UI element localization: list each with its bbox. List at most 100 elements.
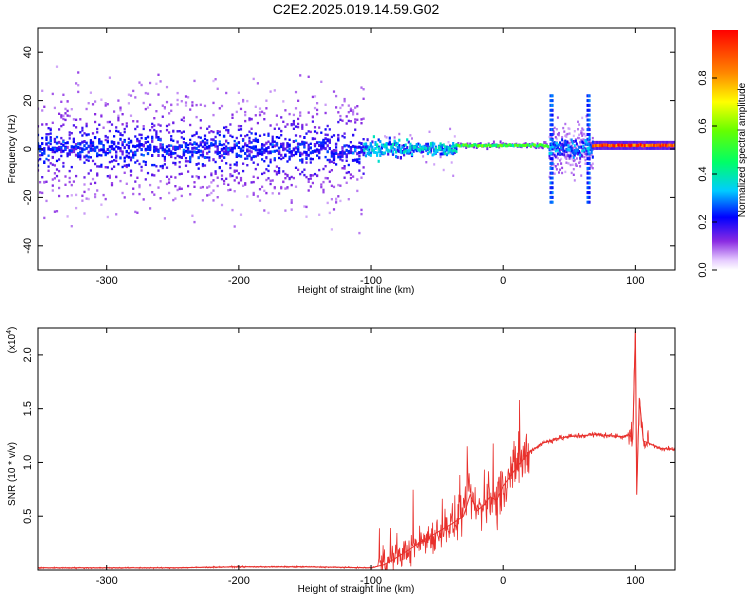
spectrogram-cell: [582, 132, 585, 136]
spectrogram-cell: [197, 150, 200, 154]
spectrogram-cell: [157, 154, 160, 157]
spectrogram-cell: [178, 161, 181, 164]
spectrogram-cell: [339, 114, 342, 118]
spectrogram-cell: [256, 121, 259, 125]
spectrogram-cell: [237, 128, 240, 131]
spectrogram-cell: [581, 148, 584, 151]
spectrogram-cell: [182, 148, 185, 152]
spectrogram-cell: [144, 178, 147, 181]
spectrogram-cell: [371, 145, 374, 149]
spectrogram-cell: [106, 136, 109, 139]
spectrogram-cell: [550, 94, 553, 98]
spectrogram-cell: [38, 144, 42, 148]
spectrogram-cell: [328, 160, 331, 164]
spectrogram-cell: [398, 144, 401, 147]
spectrogram-cell: [566, 132, 569, 136]
spectrogram-cell: [155, 136, 158, 139]
spectrogram-cell: [229, 166, 232, 170]
spectrogram-cell: [273, 140, 276, 143]
spectrogram-cell: [70, 149, 73, 153]
spectrogram-cell: [81, 150, 84, 154]
spectrogram-cell: [55, 135, 59, 139]
spectrogram-cell: [324, 176, 327, 180]
spectrogram-cell: [414, 147, 417, 151]
spectrogram-cell: [301, 140, 304, 144]
spectrogram-cell: [553, 148, 556, 151]
spectrogram-cell: [136, 137, 139, 141]
spectrogram-cell: [320, 146, 323, 150]
spectrogram-cell: [526, 145, 528, 149]
spectrogram-cell: [184, 157, 188, 160]
spectrogram-cell: [203, 141, 207, 144]
spectrogram-cell: [233, 179, 236, 182]
spectrogram-cell: [550, 99, 553, 103]
spectrogram-cell: [146, 92, 150, 95]
spectrogram-cell: [627, 143, 630, 147]
spectrogram-cell: [89, 148, 93, 152]
spectrogram-cell: [288, 155, 291, 159]
spectrogram-cell: [667, 143, 670, 147]
spectrogram-cell: [662, 143, 665, 147]
spectrogram-cell: [330, 160, 333, 163]
spectrogram-cell: [564, 170, 567, 174]
spectrogram-cell: [98, 123, 101, 126]
spectrogram-cell: [102, 146, 105, 149]
spectrogram-cell: [77, 90, 80, 94]
spectrogram-cell: [481, 144, 483, 148]
spectrogram-cell: [153, 163, 156, 167]
spectrogram-cell: [100, 203, 103, 206]
spectrogram-cell: [570, 171, 573, 175]
spectrogram-cell: [411, 137, 413, 140]
spectrogram-cell: [271, 143, 274, 146]
spectrogram-cell: [313, 143, 317, 146]
spectrogram-cell: [280, 142, 283, 146]
spectrogram-cell: [466, 144, 469, 148]
spectrogram-cell: [439, 145, 442, 148]
spectrogram-cell: [403, 144, 406, 148]
spectrogram-cell: [318, 213, 321, 216]
spectrogram-cell: [621, 143, 624, 147]
spectrogram-cell: [68, 180, 71, 184]
spectrogram-cell: [246, 195, 249, 198]
spectrogram-cell: [403, 153, 406, 157]
spectrogram-cell: [583, 148, 586, 152]
spectrogram-cell: [201, 153, 204, 156]
spectrogram-cell: [371, 148, 374, 152]
spectrogram-cell: [286, 174, 289, 178]
spectrogram-cell: [591, 155, 594, 159]
spectrogram-cell: [335, 94, 338, 98]
spectrogram-cell: [574, 149, 577, 153]
spectrogram-cell: [96, 152, 99, 156]
spectrogram-cell: [49, 128, 52, 132]
spectrogram-cell: [417, 142, 420, 146]
spectrogram-cell: [55, 141, 59, 145]
spectrogram-cell: [447, 151, 450, 155]
snr-x-label: Height of straight line (km): [298, 584, 415, 595]
spectrogram-cell: [91, 144, 95, 148]
spectrogram-cell: [337, 156, 340, 159]
spectrogram-cell: [418, 148, 421, 151]
spectrogram-cell: [301, 152, 304, 156]
spectrogram-cell: [102, 150, 105, 154]
spectrogram-cell: [189, 150, 192, 154]
spectrogram-cell: [235, 176, 238, 179]
spectrogram-cell: [106, 120, 109, 124]
spectrogram-cell: [585, 155, 588, 158]
spectrogram-cell: [79, 146, 82, 150]
spectrogram-cell: [354, 121, 357, 124]
spectrogram-cell: [165, 85, 169, 89]
spectrogram-cell: [580, 132, 583, 135]
spectrogram-cell: [602, 143, 605, 147]
spectrogram-cell: [643, 143, 646, 147]
spectrogram-cell: [239, 213, 243, 216]
spectrogram-cell: [567, 141, 570, 144]
spectrogram-cell: [586, 148, 589, 152]
spectrogram-cell: [550, 103, 553, 107]
spectrogram-cell: [261, 110, 264, 113]
spectrogram-cell: [64, 183, 67, 186]
spectrogram-cell: [313, 144, 317, 148]
spectrogram-cell: [360, 150, 363, 154]
spectrogram-cell: [282, 120, 285, 123]
spectrogram-cell: [303, 150, 306, 154]
spectrogram-cell: [486, 147, 489, 151]
